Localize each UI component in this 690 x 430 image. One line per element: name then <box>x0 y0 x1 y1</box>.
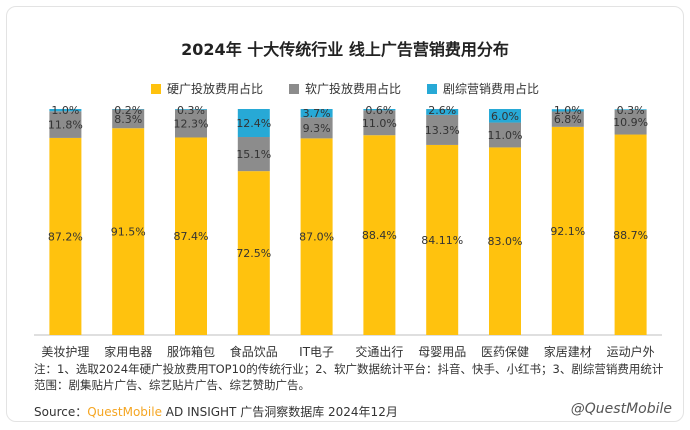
bar-segment-drama <box>175 109 207 110</box>
data-label-hard: 87.0% <box>299 231 334 244</box>
source-brand: QuestMobile <box>87 405 162 419</box>
watermark-text: @QuestMobile <box>570 401 672 417</box>
data-label-soft: 13.3% <box>425 124 460 137</box>
source-prefix: Source： <box>34 405 88 419</box>
data-label-soft: 8.3% <box>114 113 142 126</box>
data-label-hard: 88.4% <box>362 229 397 242</box>
data-label-hard: 88.7% <box>613 229 648 242</box>
bar-segment-drama <box>237 109 270 138</box>
legend: 硬广投放费用占比 软广投放费用占比 剧综营销费用占比 <box>0 80 690 97</box>
data-label-soft: 11.0% <box>488 129 523 142</box>
data-label-soft: 9.3% <box>303 122 331 135</box>
category-label: 运动户外 <box>607 344 655 359</box>
category-label: 美妆护理 <box>41 345 89 359</box>
bar-segment-hard <box>614 134 647 335</box>
note-line-2: 范围：剧集贴片广告、综艺贴片广告、综艺赞助广告。 <box>34 378 310 392</box>
bar-segment-hard <box>426 144 459 335</box>
data-label-hard: 87.4% <box>174 230 209 243</box>
category-label: 家用电器 <box>104 344 152 359</box>
chart-title: 2024年 十大传统行业 线上广告营销费用分布 <box>181 40 509 59</box>
data-label-drama: 0.3% <box>617 104 645 117</box>
category-label: 医药保健 <box>481 345 529 359</box>
bar-segment-hard <box>300 138 333 335</box>
bar-segment-soft <box>112 109 145 129</box>
bar-segment-drama <box>614 109 647 110</box>
legend-swatch-soft <box>288 83 299 94</box>
bar-segment-soft <box>551 111 584 127</box>
legend-label-drama: 剧综营销费用占比 <box>443 82 540 96</box>
data-label-drama: 0.6% <box>365 104 393 117</box>
bar-segment-drama <box>551 109 584 112</box>
legend-swatch-hard <box>150 83 161 94</box>
data-label-hard: 83.0% <box>488 235 523 248</box>
bar-segment-drama <box>489 109 521 123</box>
category-label: 家居建材 <box>544 344 592 359</box>
category-label: 母婴用品 <box>418 345 466 359</box>
legend-item-hard: 硬广投放费用占比 <box>150 80 263 97</box>
data-label-drama: 12.4% <box>236 117 271 130</box>
legend-item-soft: 软广投放费用占比 <box>288 80 401 97</box>
bar-segment-soft <box>300 117 333 139</box>
data-label-soft: 15.1% <box>236 148 271 161</box>
legend-label-hard: 硬广投放费用占比 <box>166 82 263 96</box>
data-label-soft: 11.8% <box>48 119 83 132</box>
bar-segment-soft <box>49 111 82 138</box>
legend-swatch-drama <box>427 83 437 94</box>
source-rest: AD INSIGHT 广告洞察数据库 2024年12月 <box>161 405 398 419</box>
data-label-drama: 1.0% <box>554 104 582 117</box>
data-label-drama: 0.2% <box>114 104 142 117</box>
bar-segment-soft <box>614 109 647 135</box>
bar-segment-soft <box>489 122 521 148</box>
data-label-hard: 92.1% <box>550 225 585 238</box>
data-label-hard: 84.11% <box>421 234 463 247</box>
bar-segment-soft <box>426 114 459 145</box>
data-label-drama: 3.7% <box>303 107 331 120</box>
bar-segment-drama <box>49 109 82 112</box>
data-label-hard: 91.5% <box>111 226 146 239</box>
chart-notes: 注：1、选取2024年硬广投放费用TOP10的传统行业；2、软广数据统计平台：抖… <box>34 361 674 393</box>
bar-segment-hard <box>363 135 396 335</box>
bar-segment-soft <box>237 137 270 172</box>
note-line-1: 注：1、选取2024年硬广投放费用TOP10的传统行业；2、软广数据统计平台：抖… <box>34 362 664 376</box>
bar-segment-hard <box>237 171 270 335</box>
category-label: 服饰箱包 <box>167 344 215 359</box>
bar-segment-hard <box>112 128 145 335</box>
data-label-drama: 6.0% <box>491 110 519 123</box>
bar-segment-soft <box>363 110 396 136</box>
data-label-soft: 11.0% <box>362 117 397 130</box>
bar-segment-hard <box>49 137 82 335</box>
data-label-drama: 0.3% <box>177 104 205 117</box>
bar-segment-drama <box>426 109 459 115</box>
source-line: Source：QuestMobile AD INSIGHT 广告洞察数据库 20… <box>34 403 398 420</box>
data-label-hard: 72.5% <box>236 247 271 260</box>
bar-segment-drama <box>300 109 333 118</box>
data-label-soft: 12.3% <box>174 118 209 131</box>
data-label-drama: 1.0% <box>51 104 79 117</box>
data-label-drama: 2.6% <box>428 104 456 117</box>
bar-segment-soft <box>175 109 207 138</box>
bar-segment-drama <box>363 109 396 111</box>
data-label-soft: 10.9% <box>613 116 648 129</box>
category-label: 交通出行 <box>355 344 403 359</box>
category-label: IT电子 <box>299 345 334 359</box>
bar-segment-hard <box>175 137 207 335</box>
legend-label-soft: 软广投放费用占比 <box>304 82 401 96</box>
data-label-soft: 6.8% <box>554 113 582 126</box>
bar-segment-hard <box>489 147 521 335</box>
bar-segment-hard <box>551 126 584 335</box>
data-label-hard: 87.2% <box>48 230 83 243</box>
category-label: 食品饮品 <box>230 344 278 359</box>
legend-item-drama: 剧综营销费用占比 <box>427 80 539 97</box>
